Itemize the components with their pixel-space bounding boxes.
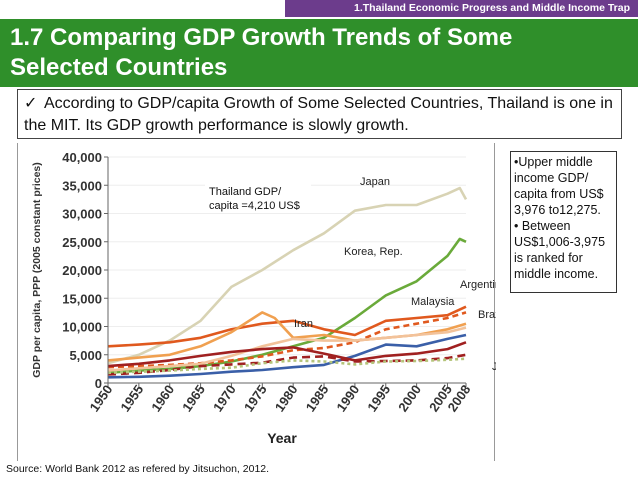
series-line-argentina: [107, 305, 467, 348]
annotation-line-2: capita =4,210 US$: [209, 200, 300, 212]
note-line: middle income.: [514, 267, 599, 281]
series-line-japan: [107, 186, 468, 365]
x-tick-label: 1995: [364, 382, 393, 414]
series-label: Iran: [294, 318, 313, 330]
y-tick-label: 0: [95, 376, 102, 391]
y-axis-title: GDP per capita, PPP (2005 constant price…: [31, 162, 43, 378]
note-line: capita from US$: [514, 187, 604, 201]
series-line-jordan: [107, 353, 467, 376]
y-tick-label: 30,000: [62, 207, 102, 222]
y-tick-label: 40,000: [62, 150, 102, 165]
annotation-line-1: Thailand GDP/: [209, 186, 282, 198]
x-axis-title: Year: [267, 430, 297, 446]
x-tick-label: 1990: [333, 382, 362, 414]
check-icon: ✓: [24, 95, 38, 112]
gdp-chart: 0 5,000 10,000 15,000 20,000 25,000 30,000 35,0…: [31, 150, 496, 446]
series-line-syrian-arab-republic: [107, 357, 467, 375]
y-tick-label: 10,000: [62, 320, 102, 335]
series-label: Brazil: [478, 309, 496, 321]
x-tick-label: 2000: [395, 382, 424, 414]
y-tick-label: 15,000: [62, 291, 102, 306]
series-line-thailand: [107, 333, 467, 379]
y-tick-label: 25,000: [62, 235, 102, 250]
note-line: is ranked for: [514, 251, 583, 265]
annotation-box: [205, 181, 311, 213]
note-line: 3,976 to12,275.: [514, 203, 601, 217]
x-tick-label: 1960: [148, 382, 177, 414]
note-line: income GDP/: [514, 171, 589, 185]
title-line-1: 1.7 Comparing GDP Growth Trends of Some: [10, 24, 513, 51]
x-tick-label: 1970: [210, 382, 239, 414]
header-tag: 1.Thailand Economic Progress and Middle …: [354, 2, 630, 14]
x-tick-label: 1965: [179, 382, 208, 414]
y-tick-label: 5,000: [69, 348, 102, 363]
header-bar: 1.Thailand Economic Progress and Middle …: [0, 0, 638, 22]
page-title: 1.7 Comparing GDP Growth Trends of Some …: [10, 23, 610, 83]
note-line: • Between: [514, 219, 571, 233]
chart-area: 0 5,000 10,000 15,000 20,000 25,000 30,000 35,0…: [17, 143, 496, 461]
note-line: US$1,006-3,975: [514, 235, 606, 249]
series-label: Malaysia: [411, 296, 455, 308]
source-note: Source: World Bank 2012 as refered by Ji…: [6, 463, 270, 475]
series-label: Japan: [360, 176, 390, 188]
y-tick-label: 35,000: [62, 178, 102, 193]
series-line-brazil: [107, 326, 467, 372]
note-line: •Upper middle: [514, 155, 593, 169]
series-label: Jordan: [492, 361, 496, 373]
intro-text: According to GDP/capita Growth of Some S…: [24, 95, 613, 134]
series-line-peru: [107, 341, 467, 368]
title-banner: 1.7 Comparing GDP Growth Trends of Some …: [0, 19, 638, 87]
title-line-2: Selected Countries: [10, 54, 228, 81]
header-tag-box: 1.Thailand Economic Progress and Middle …: [285, 0, 638, 17]
x-tick-label: 1950: [87, 382, 116, 414]
x-tick-label: 1980: [272, 382, 301, 414]
x-tick-label: 1955: [117, 382, 146, 414]
income-note-box: •Upper middle income GDP/ capita from US…: [510, 151, 617, 293]
series-label: Korea, Rep.: [344, 246, 403, 258]
intro-box: ✓ According to GDP/capita Growth of Some…: [17, 89, 622, 139]
series-label: Argentina: [460, 279, 496, 291]
x-tick-label: 1975: [241, 382, 270, 414]
y-tick-label: 20,000: [62, 263, 102, 278]
x-tick-label: 1985: [303, 382, 332, 414]
